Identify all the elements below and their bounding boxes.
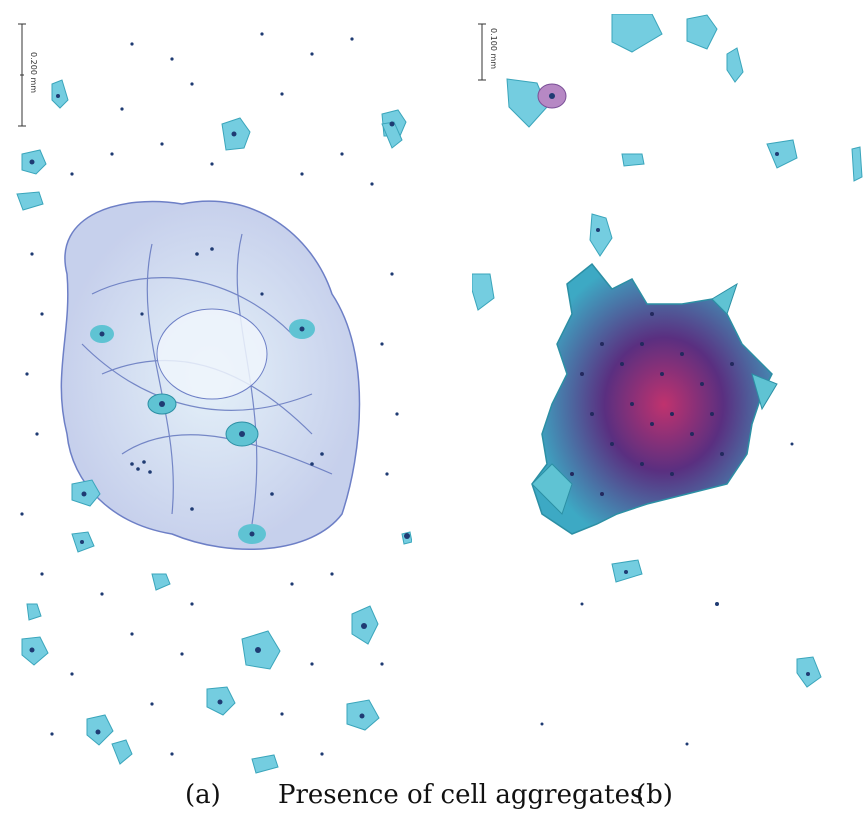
scale-label-b: 0.100 mm [489, 28, 498, 70]
panel-b-micrograph: 0.100 mm [472, 14, 868, 774]
squamous-cells-b [472, 14, 863, 688]
scale-bar-b: 0.100 mm [472, 14, 502, 134]
nuclei-b [540, 93, 810, 746]
scale-bar-a: 0.200 mm [12, 14, 42, 134]
panel-a-micrograph: 0.200 mm [12, 14, 412, 774]
caption-label-b: (b) [636, 780, 673, 810]
scale-label-a: 0.200 mm [29, 52, 38, 94]
micrograph-b-svg [472, 14, 863, 746]
cluster-nuclei [570, 312, 734, 496]
mucus-aggregate [60, 200, 361, 550]
nuclei-a [20, 32, 410, 756]
figure-caption: (a) Presence of cell aggregates (b) [0, 774, 868, 818]
caption-title: Presence of cell aggregates [278, 780, 644, 810]
micrograph-a-svg [16, 32, 412, 774]
cell-cluster [531, 262, 778, 535]
caption-label-a: (a) [185, 780, 221, 810]
